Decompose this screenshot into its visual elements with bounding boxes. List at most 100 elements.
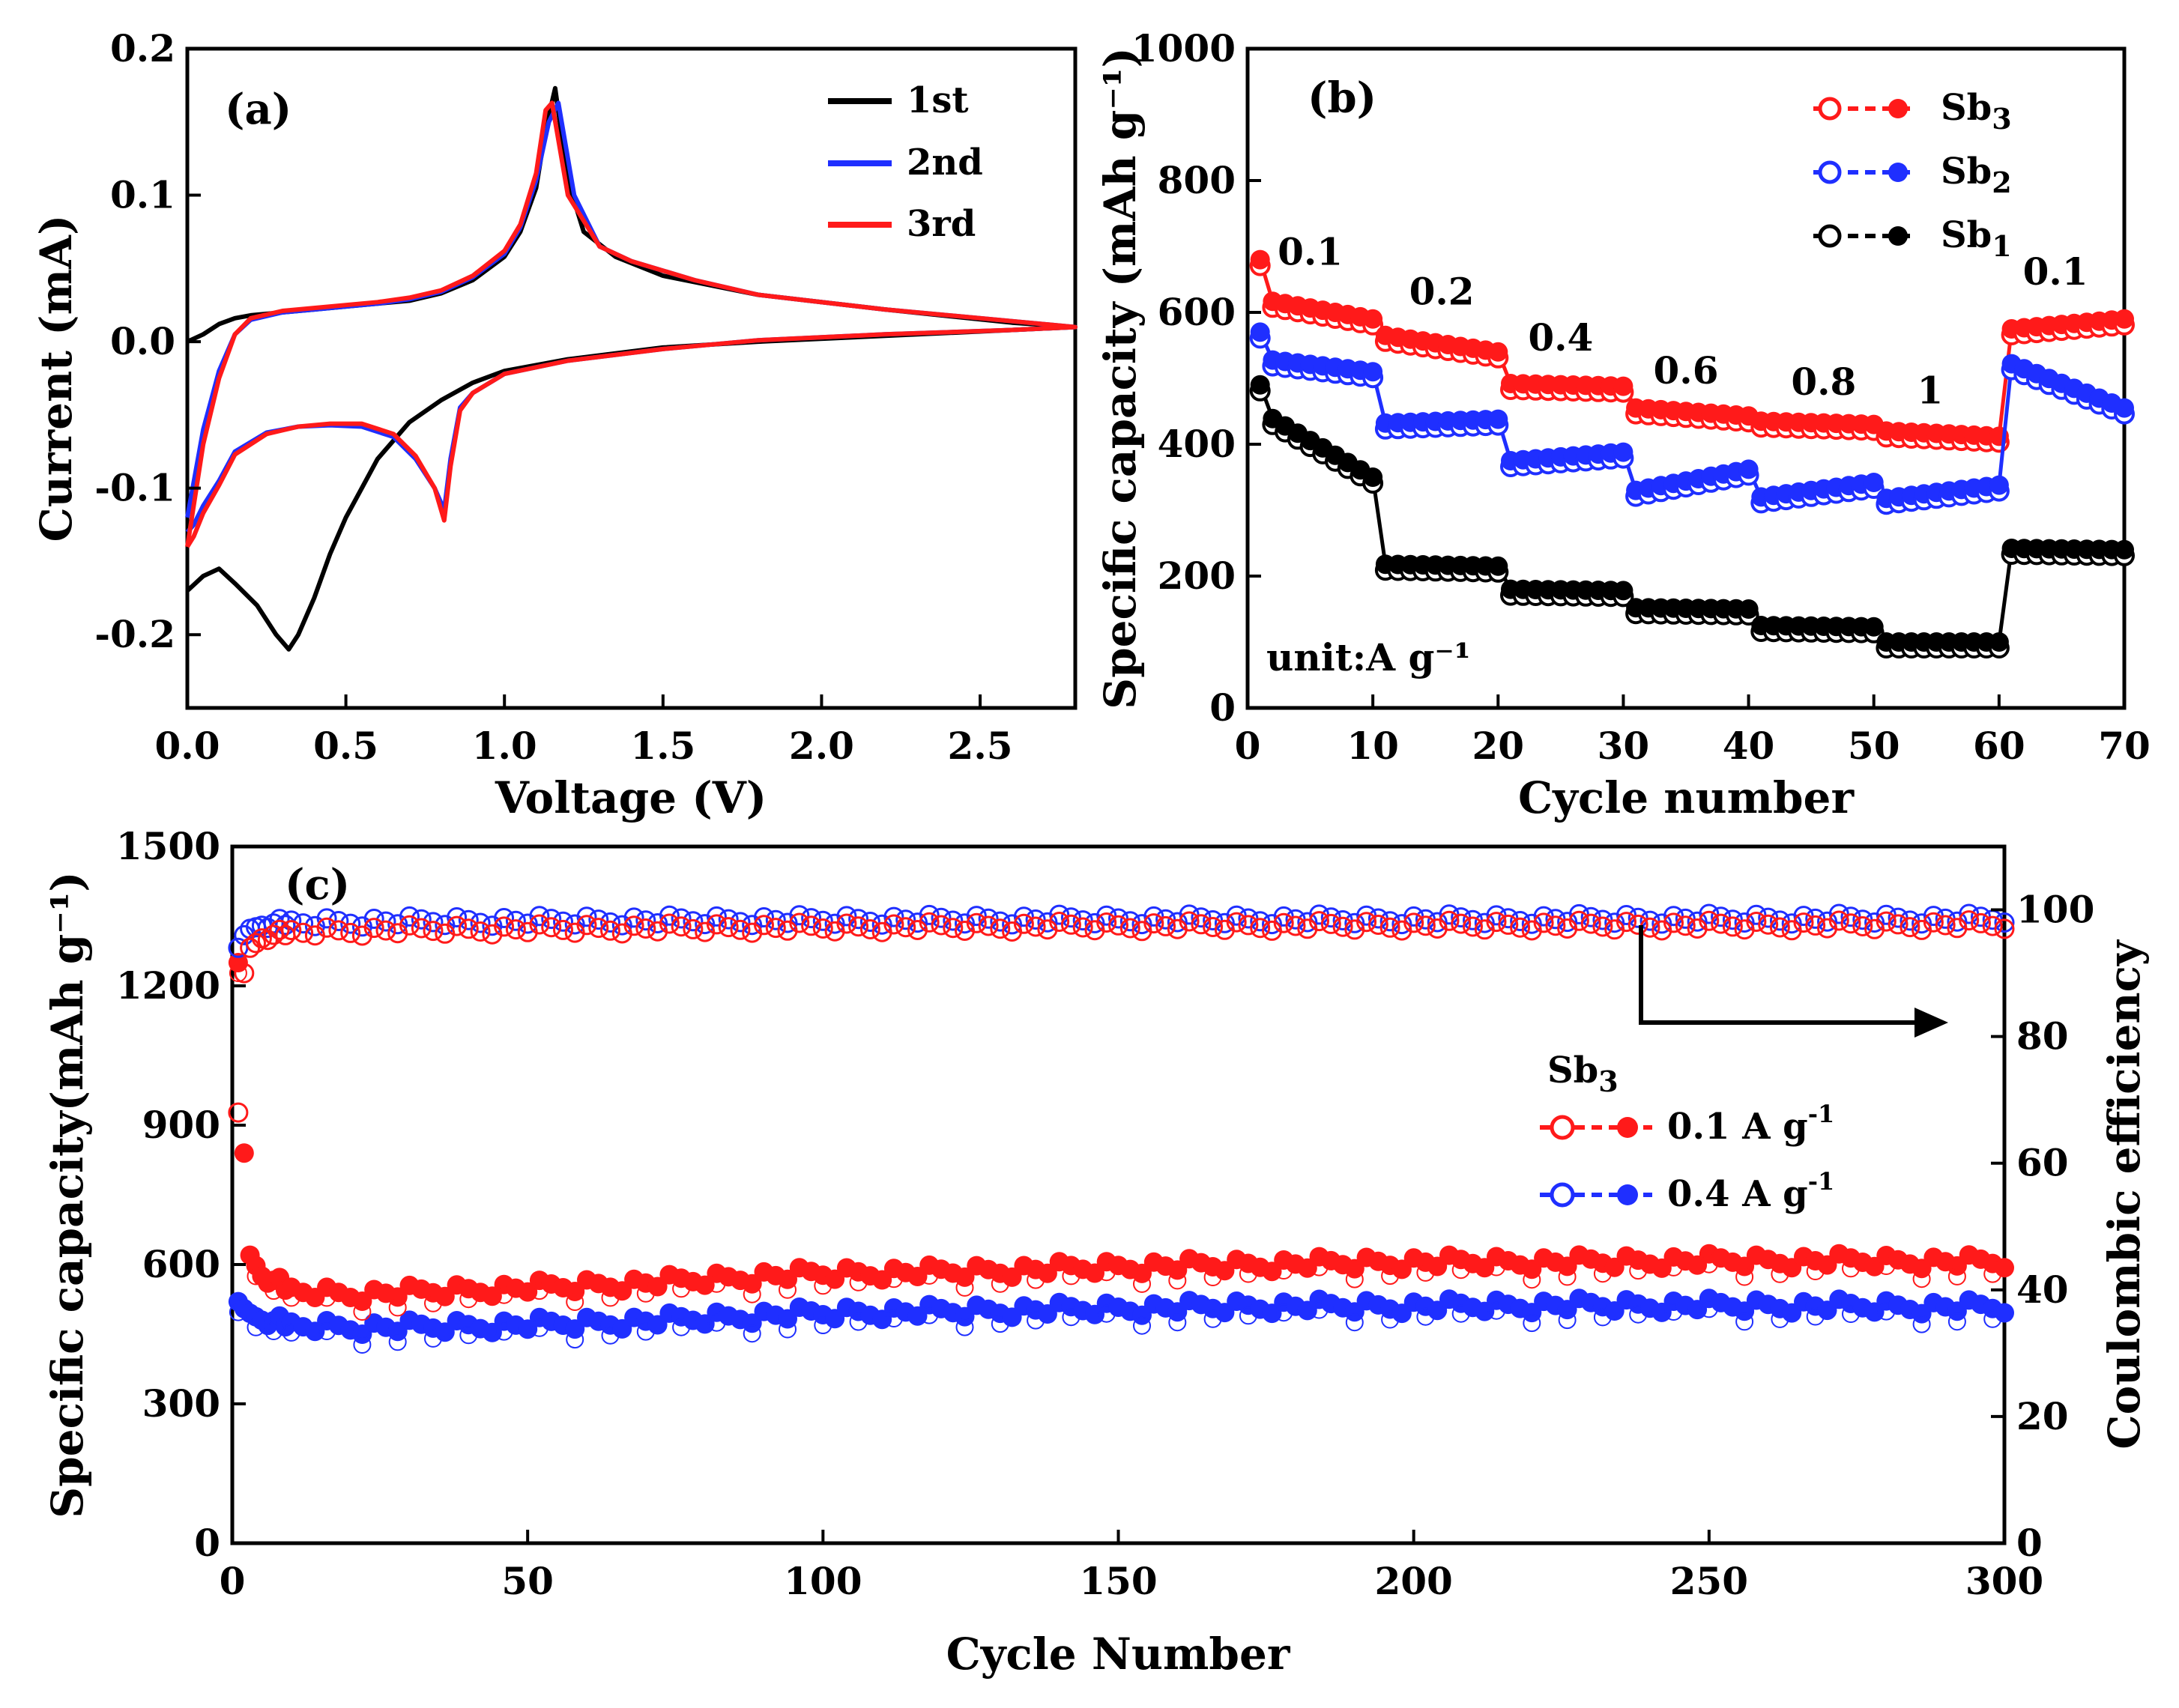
legend-label-sb1: Sb1: [1941, 214, 2012, 263]
ce-point-ce-0-4-a-g: [1072, 910, 1093, 931]
ce-point-ce-0-1-a-g: [375, 920, 396, 941]
ce-point-ce-0-1-a-g: [1580, 913, 1601, 934]
rate-point-sb3: [2115, 309, 2134, 329]
ce-point-ce-0-4-a-g: [836, 906, 857, 927]
panel-a-frame: [185, 46, 1078, 710]
ce-point-ce-0-1-a-g: [706, 914, 727, 935]
panel-b-y-tick-label: 1000: [1131, 26, 1236, 70]
ce-point-ce-0-1-a-g: [931, 915, 952, 936]
ce-point-ce-0-4-a-g: [1155, 909, 1176, 930]
ce-point-ce-0-4-a-g: [812, 910, 833, 931]
ce-point-ce-0-1-a-g: [990, 918, 1011, 939]
discharge-point-0-1-a-g: [388, 1298, 407, 1317]
ce-point-ce-0-1-a-g: [576, 915, 597, 936]
ce-point-ce-0-4-a-g: [1060, 907, 1081, 928]
rate-label: 0.1: [2023, 249, 2088, 294]
discharge-point-0-1-a-g: [1558, 1268, 1577, 1286]
panel-b-label: (b): [1308, 73, 1376, 123]
ce-point-ce-0-1-a-g: [1143, 913, 1164, 934]
ce-point-ce-0-4-a-g: [1711, 906, 1732, 927]
rate-point-sb1: [1613, 581, 1634, 601]
rate-point-sb1: [1989, 632, 2009, 652]
ce-point-ce-0-1-a-g: [246, 933, 266, 954]
discharge-point-0-1-a-g: [1523, 1271, 1541, 1289]
rate-point-sb1: [2115, 539, 2134, 560]
ce-point-ce-0-1-a-g: [529, 914, 550, 935]
ce-point-ce-0-1-a-g: [1769, 917, 1790, 938]
ce-point-ce-0-1-a-g: [683, 918, 704, 939]
ce-point-ce-0-4-a-g: [1994, 912, 2015, 933]
ce-point-ce-0-1-a-g: [1486, 912, 1507, 933]
ce-point-ce-0-1-a-g: [1746, 912, 1767, 932]
ce-point-ce-0-1-a-g: [1013, 913, 1034, 934]
panel-c-x-tick-label: 0: [220, 1559, 246, 1603]
rate-label: 0.2: [1409, 269, 1475, 313]
panel-c-x-tick-label: 300: [1965, 1559, 2043, 1603]
ce-point-ce-0-4-a-g: [423, 912, 444, 933]
ce-point-ce-0-1-a-g: [316, 917, 337, 938]
ce-point-ce-0-4-a-g: [363, 909, 384, 929]
ce-point-ce-0-4-a-g: [931, 907, 952, 928]
ce-point-ce-0-4-a-g: [1108, 908, 1128, 929]
discharge-point-0-1-a-g: [955, 1278, 974, 1297]
panel-b-x-tick-label: 40: [1723, 724, 1775, 768]
panel-c-y2-tick-label: 20: [2016, 1394, 2069, 1438]
discharge-point-0-4-a-g: [1523, 1314, 1541, 1333]
ce-point-ce-0-4-a-g: [399, 906, 420, 927]
ce-point-ce-0-1-a-g: [1711, 913, 1732, 934]
ce-point-ce-0-1-a-g: [1663, 912, 1684, 933]
panel-c-label: (c): [285, 860, 350, 909]
ce-point-ce-0-1-a-g: [1722, 916, 1743, 937]
ce-point-ce-0-1-a-g: [1510, 917, 1531, 938]
discharge-point-0-4-a-g: [1947, 1312, 1966, 1331]
ce-point-ce-0-1-a-g: [730, 919, 751, 940]
ce-point-ce-0-4-a-g: [553, 911, 573, 932]
ce-point-ce-0-1-a-g: [1203, 917, 1224, 937]
ce-point-ce-0-1-a-g: [1923, 912, 1944, 933]
ce-point-ce-0-4-a-g: [1699, 903, 1720, 924]
ce-point-ce-0-1-a-g: [1179, 911, 1200, 932]
ce-point-ce-0-1-a-g: [541, 917, 562, 938]
ce-axis-arrow-head: [1914, 1008, 1948, 1038]
discharge-point-0-4-a-g: [743, 1324, 761, 1343]
legend-filled-marker-sb1: [1888, 226, 1908, 246]
ce-point-ce-0-1-a-g: [812, 918, 833, 939]
ce-point-ce-0-1-a-g: [623, 915, 644, 936]
capacity-point-0-4-a-g: [647, 1315, 668, 1335]
panel-b-y-axis-label: Specific capacity (mAh g⁻¹): [1095, 47, 1146, 709]
panel-c-y-tick-label: 600: [142, 1242, 220, 1286]
ce-point-ce-0-1-a-g: [423, 921, 444, 942]
ce-point-ce-0-1-a-g: [1876, 911, 1897, 932]
panel-a-x-tick-label: 1.0: [472, 724, 537, 768]
cv-curve-3rd: [185, 100, 1078, 548]
legend-label-0-1: 0.1 A g-1: [1667, 1100, 1834, 1148]
ce-point-ce-0-1-a-g: [1320, 913, 1341, 934]
ce-point-ce-0-4-a-g: [470, 912, 491, 933]
ce-point-ce-0-1-a-g: [340, 922, 361, 943]
ce-point-ce-0-1-a-g: [1498, 914, 1519, 935]
ce-point-ce-0-1-a-g: [943, 918, 964, 939]
panel-c-x-tick-label: 150: [1079, 1559, 1157, 1603]
ce-point-ce-0-4-a-g: [635, 910, 656, 931]
panel-b: 0 10 20 30 40 50 60 70 0 200 400 600 800 1000 (b) 0.1…: [1095, 26, 2151, 823]
ce-point-ce-0-1-a-g: [505, 919, 526, 940]
panel-a-x-tick-label: 0.5: [313, 724, 378, 768]
ce-point-ce-0-1-a-g: [1285, 915, 1306, 936]
rate-label: 0.6: [1654, 348, 1719, 393]
discharge-point-0-4-a-g: [388, 1333, 407, 1351]
rate-point-sb1: [1363, 467, 1383, 487]
ce-point-ce-0-1-a-g: [1367, 915, 1388, 935]
legend-open-marker-sb2: [1818, 160, 1842, 184]
ce-point-ce-0-1-a-g: [588, 918, 609, 939]
ce-point-ce-0-1-a-g: [1191, 914, 1212, 935]
rate-label: 0.1: [1278, 230, 1343, 274]
ce-point-ce-0-1-a-g: [1155, 915, 1176, 936]
legend-entry-sb1: Sb1: [1813, 214, 2012, 263]
ce-point-ce-0-4-a-g: [1025, 909, 1046, 930]
ce-point-ce-0-4-a-g: [706, 906, 727, 927]
ce-point-ce-0-4-a-g: [576, 906, 597, 927]
panel-c-axes: 0 50 100 150 200 250 3000300600900120015000204…: [116, 824, 2095, 1603]
rate-point-sb2: [1613, 442, 1634, 462]
ce-point-ce-0-4-a-g: [316, 908, 337, 929]
ce-point-ce-0-1-a-g: [718, 917, 739, 938]
